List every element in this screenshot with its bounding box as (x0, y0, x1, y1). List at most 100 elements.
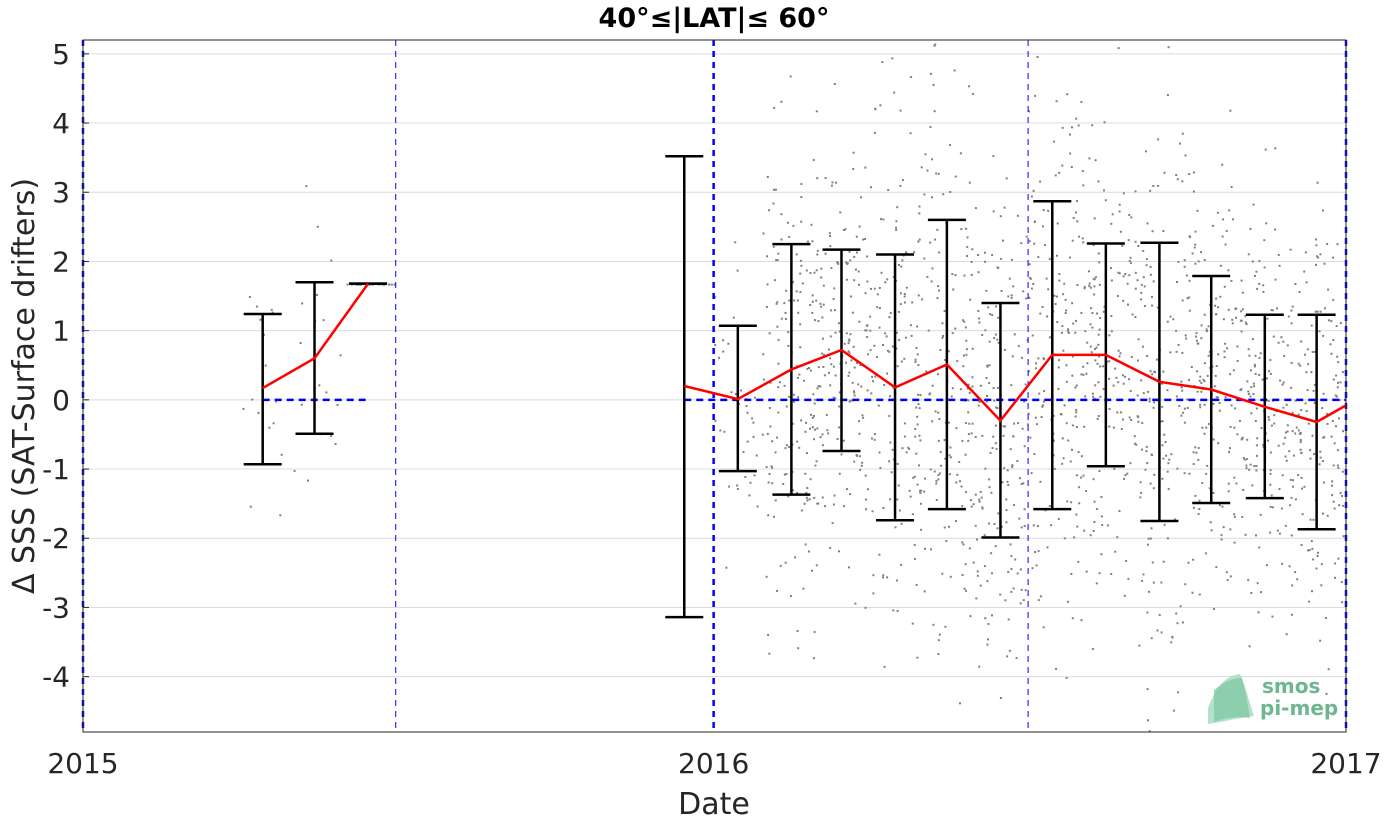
data-point (1188, 472, 1191, 475)
data-point (1085, 490, 1088, 492)
data-point (1034, 94, 1037, 97)
data-point (881, 61, 884, 64)
data-point (1104, 199, 1107, 202)
data-point (811, 426, 814, 429)
data-point (1098, 470, 1101, 472)
data-point (275, 400, 278, 403)
data-point (819, 436, 822, 439)
data-point (1009, 543, 1012, 546)
data-point (1073, 536, 1076, 539)
data-point (953, 69, 956, 72)
data-point (962, 543, 965, 546)
data-point (1065, 364, 1068, 367)
data-point (937, 172, 940, 175)
data-point (1242, 489, 1245, 491)
data-point (1128, 274, 1131, 277)
data-point (1092, 395, 1095, 398)
data-point (1247, 348, 1250, 351)
data-point (1148, 400, 1151, 403)
data-point (937, 411, 940, 414)
data-point (949, 191, 952, 193)
data-point (984, 260, 986, 263)
data-point (1181, 132, 1184, 135)
data-point (1327, 668, 1330, 671)
axes-box (82, 39, 1347, 733)
data-point (1205, 426, 1208, 429)
data-point (1229, 575, 1232, 578)
data-point (761, 433, 764, 436)
data-point (769, 381, 772, 384)
data-point (803, 502, 806, 505)
data-point (1182, 621, 1184, 624)
data-point (346, 283, 349, 286)
data-point (916, 483, 919, 486)
data-point (776, 325, 779, 328)
data-point (1243, 458, 1246, 461)
data-point (899, 109, 902, 112)
data-point (1322, 334, 1325, 337)
data-point (831, 181, 834, 184)
x-axis-label: Date (678, 787, 750, 818)
data-point (714, 344, 717, 346)
data-point (1074, 211, 1077, 214)
data-point (1095, 508, 1098, 511)
data-point (1017, 345, 1020, 348)
data-point (1058, 171, 1061, 174)
data-point (845, 332, 848, 335)
data-point (249, 505, 252, 508)
data-point (896, 365, 899, 368)
data-point (1227, 490, 1230, 493)
data-point (851, 381, 854, 384)
data-point (1141, 448, 1143, 451)
data-point (1147, 390, 1150, 393)
data-point (1280, 336, 1283, 339)
data-point (882, 574, 885, 577)
data-point (1198, 379, 1201, 382)
data-point (813, 271, 816, 274)
data-point (1244, 321, 1247, 324)
data-point (897, 310, 900, 313)
data-point (937, 478, 940, 481)
data-point (931, 267, 934, 270)
data-point (1197, 458, 1200, 461)
data-point (1146, 611, 1149, 614)
data-point (800, 220, 803, 223)
data-point (1042, 209, 1045, 211)
data-point (995, 447, 998, 450)
data-point (812, 393, 815, 396)
data-point (811, 416, 814, 419)
data-point (1167, 46, 1170, 49)
data-point (1080, 476, 1083, 479)
data-point (999, 697, 1002, 699)
data-point (1218, 409, 1221, 412)
data-point (752, 421, 755, 424)
data-point (1053, 467, 1056, 470)
data-point (1094, 159, 1097, 162)
data-point (977, 254, 980, 256)
data-point (907, 446, 910, 449)
data-point (800, 419, 803, 422)
data-point (1164, 441, 1167, 443)
data-point (809, 427, 811, 430)
data-point (1272, 335, 1275, 338)
data-point (855, 235, 858, 238)
data-point (1092, 277, 1095, 280)
data-point (918, 434, 921, 437)
data-point (984, 467, 987, 470)
data-point (1203, 362, 1206, 365)
data-point (937, 439, 940, 442)
data-point (993, 337, 996, 339)
data-point (856, 454, 858, 457)
data-point (854, 602, 857, 605)
data-point (1196, 390, 1199, 393)
data-point (1269, 372, 1272, 375)
data-point (845, 261, 848, 264)
data-point (1075, 117, 1078, 120)
data-point (917, 240, 920, 243)
data-point (1121, 374, 1124, 377)
data-point (938, 418, 941, 420)
data-point (765, 306, 768, 308)
data-point (1022, 290, 1025, 293)
data-point (1089, 286, 1092, 289)
data-point (810, 223, 813, 226)
